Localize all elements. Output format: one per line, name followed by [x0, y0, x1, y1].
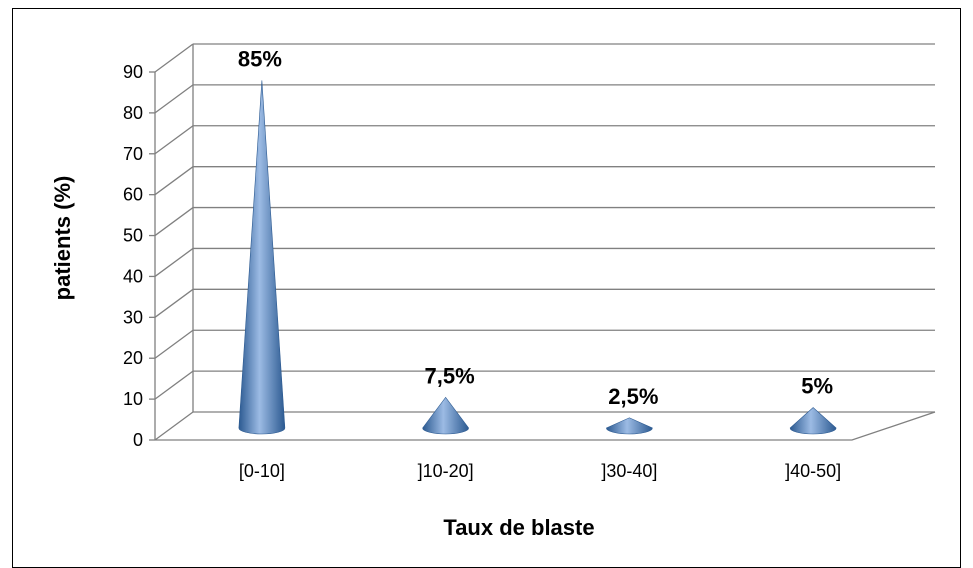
gridline-side	[154, 411, 194, 441]
bars	[238, 80, 837, 435]
y-tick-label: 40	[123, 266, 143, 286]
axes: 0 10 20 30 40 50 60 70 80 90	[123, 44, 936, 450]
gridline-side	[154, 370, 194, 400]
bar	[422, 396, 469, 435]
bar	[238, 80, 286, 435]
x-tick-label: ]40-50]	[785, 461, 841, 481]
data-label: 85%	[238, 46, 282, 71]
y-tick-label: 90	[123, 62, 143, 82]
y-tick-label: 30	[123, 307, 143, 327]
data-label: 2,5%	[608, 384, 658, 409]
y-tick-label: 60	[123, 185, 143, 205]
gridline-side	[154, 329, 194, 359]
gridline-side	[154, 247, 194, 277]
y-tick-label: 20	[123, 348, 143, 368]
gridline-side	[154, 207, 194, 237]
cone-bar	[422, 396, 469, 435]
y-axis-title: patients (%)	[50, 176, 75, 301]
data-label: 7,5%	[425, 363, 475, 388]
labels: [0-10] 85% ]10-20] 7,5% ]30-40] 2,5% ]40-50] 5%	[238, 46, 841, 481]
bar	[606, 417, 653, 435]
y-tick-label: 0	[133, 430, 143, 450]
x-tick-label: [0-10]	[239, 461, 285, 481]
cone-chart: 0 10 20 30 40 50 60 70 80 90 [0-10] 85% ]10-20] 7,5%…	[50, 43, 936, 540]
bar	[789, 407, 837, 435]
x-tick-label: ]30-40]	[601, 461, 657, 481]
data-label: 5%	[801, 374, 833, 399]
y-tick-label: 10	[123, 389, 143, 409]
cone-bar	[789, 407, 837, 435]
cone-bar	[606, 417, 653, 435]
floor-edge	[155, 411, 936, 441]
x-tick-label: ]10-20]	[418, 461, 474, 481]
y-tick-label: 80	[123, 103, 143, 123]
y-tick-label: 50	[123, 226, 143, 246]
gridline-side	[154, 84, 194, 114]
gridline-side	[154, 43, 194, 73]
gridline-side	[154, 166, 194, 196]
gridline-side	[154, 125, 194, 155]
y-tick-label: 70	[123, 144, 143, 164]
gridline-side	[154, 288, 194, 318]
x-axis-title: Taux de blaste	[443, 515, 594, 540]
gridlines	[154, 43, 935, 441]
cone-bar	[238, 80, 286, 435]
